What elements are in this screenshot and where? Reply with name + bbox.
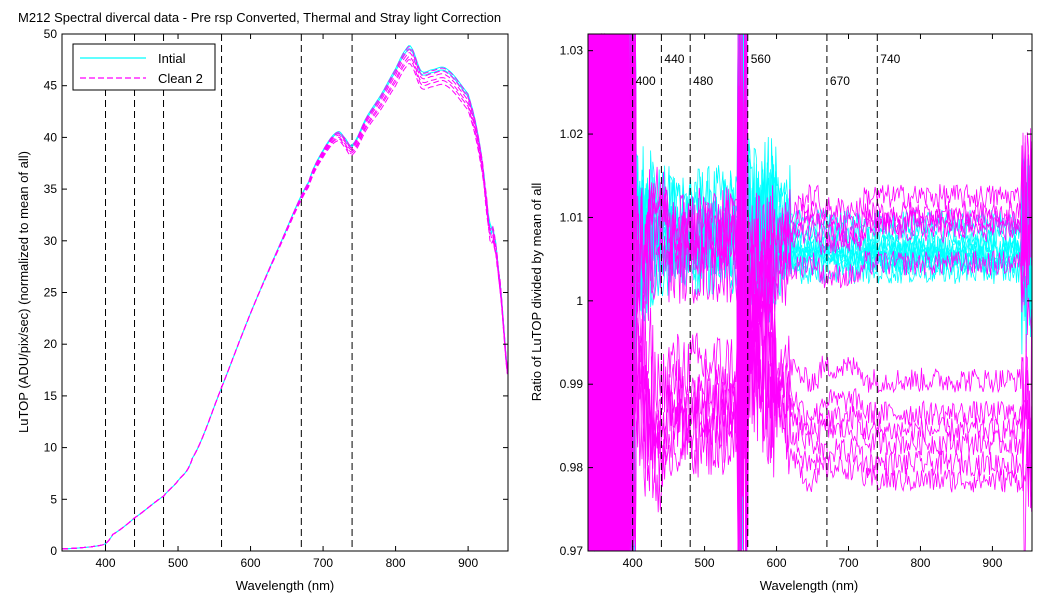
left-y-ticks: 0 5 10 15 20 25 30 35 40 45 50 [44, 27, 508, 558]
left-x-ticks: 400 500 600 700 800 900 [95, 34, 478, 570]
left-panel: 400 500 600 700 800 900 05101520253035404550 … [16, 27, 509, 593]
right-saturated-noise-block [588, 34, 630, 551]
left-x-tick-label: 500 [168, 556, 188, 570]
right-x-axis-label: Wavelength (nm) [760, 578, 859, 593]
right-reference-label-560: 560 [751, 52, 771, 66]
left-x-tick-label: 400 [95, 556, 115, 570]
right-y-tick-label: 1.02 [560, 127, 584, 141]
right-axes-box [587, 33, 1033, 552]
right-x-tick-label: 700 [838, 556, 858, 570]
right-y-ticks: 0.97 0.98 0.99 1 1.01 1.02 1.03 [560, 44, 1032, 558]
right-series-line-clean-2-3 [587, 33, 1032, 552]
right-reference-label-480: 480 [693, 74, 713, 88]
right-series-line-intial-8 [587, 33, 1032, 552]
right-reference-label-440: 440 [664, 52, 684, 66]
right-x-tick-label: 600 [767, 556, 787, 570]
figure-title: M212 Spectral divercal data - Pre rsp Co… [18, 10, 502, 25]
right-x-tick-label: 900 [982, 556, 1002, 570]
left-y-tick-label: 10 [44, 441, 58, 455]
left-y-tick-label: 40 [44, 130, 58, 144]
left-y-tick-label: 45 [44, 79, 58, 93]
right-y-tick-label: 0.97 [560, 544, 584, 558]
right-y-tick-label: 0.99 [560, 377, 584, 391]
left-series-lines [62, 45, 508, 550]
left-y-tick-label: 15 [44, 389, 58, 403]
left-x-tick-label: 600 [241, 556, 261, 570]
right-y-tick-label: 0.98 [560, 461, 584, 475]
right-series-line-clean-2-5 [587, 33, 1032, 552]
left-y-axis-label: LuTOP (ADU/pix/sec) (normalized to mean … [16, 151, 31, 433]
right-x-tick-label: 500 [695, 556, 715, 570]
right-panel: 400 440 480 560 670 740 400 500 600 700 800 900 0.… [529, 32, 1033, 593]
left-x-tick-label: 800 [386, 556, 406, 570]
left-y-tick-label: 20 [44, 337, 58, 351]
left-x-axis-label: Wavelength (nm) [236, 578, 335, 593]
right-x-ticks: 400 500 600 700 800 900 [623, 34, 1003, 570]
legend-box [72, 43, 216, 91]
right-y-axis-label: Ratio of LuTOP divided by mean of all [529, 183, 544, 402]
right-x-tick-label: 400 [623, 556, 643, 570]
left-series-line-clean-2-5 [62, 46, 508, 550]
left-y-tick-label: 25 [44, 286, 58, 300]
right-y-tick-label: 1 [576, 294, 583, 308]
left-y-tick-label: 0 [50, 544, 57, 558]
right-series-line-clean-2-4 [587, 33, 1032, 552]
right-reference-label-740: 740 [880, 52, 900, 66]
right-reference-lines: 400 440 480 560 670 740 [632, 34, 901, 551]
right-series-line-clean-2-10 [587, 33, 1032, 552]
legend-entry-intial: Intial [158, 51, 186, 66]
left-y-tick-label: 30 [44, 234, 58, 248]
left-y-tick-label: 35 [44, 182, 58, 196]
right-x-tick-label: 800 [910, 556, 930, 570]
left-plot-area [62, 34, 508, 551]
legend-entry-clean-2: Clean 2 [158, 71, 203, 86]
right-series-line-clean-2-2 [587, 33, 1032, 552]
right-series-lines [587, 32, 1032, 552]
left-y-tick-label: 5 [50, 492, 57, 506]
left-y-tick-label: 50 [44, 27, 58, 41]
right-y-tick-label: 1.03 [560, 44, 584, 58]
left-x-tick-label: 700 [313, 556, 333, 570]
legend: Intial Clean 2 [72, 43, 216, 91]
right-series-line-clean-2-8 [587, 33, 1032, 552]
left-x-tick-label: 900 [458, 556, 478, 570]
right-reference-label-670: 670 [830, 74, 850, 88]
left-reference-lines [105, 34, 353, 551]
right-reference-label-400: 400 [636, 74, 656, 88]
right-series-line-intial-9 [587, 33, 1032, 552]
right-y-tick-label: 1.01 [560, 210, 584, 224]
